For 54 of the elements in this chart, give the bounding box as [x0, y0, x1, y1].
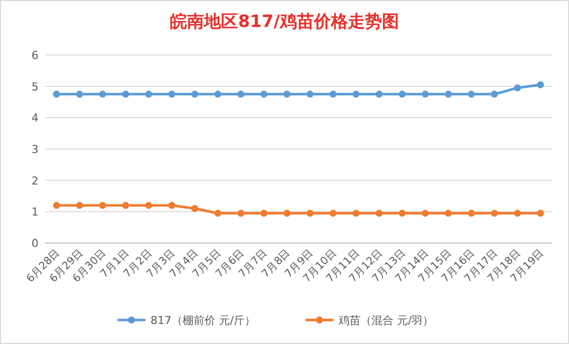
point [122, 90, 130, 98]
point [376, 90, 383, 98]
point [398, 90, 406, 98]
point [536, 81, 544, 88]
point [237, 90, 244, 98]
point [168, 90, 176, 98]
y-tick-label: 6 [32, 49, 38, 62]
point [444, 210, 452, 217]
point [490, 210, 498, 217]
y-tick-label: 5 [32, 80, 38, 94]
point [514, 84, 521, 92]
point [237, 210, 244, 217]
point [260, 210, 268, 217]
legend-label: 817（棚前价 元/斤） [150, 314, 256, 327]
point [330, 210, 337, 217]
point [306, 210, 314, 217]
point [53, 202, 60, 209]
point [76, 90, 84, 98]
point [468, 210, 475, 217]
point [214, 210, 222, 217]
point [376, 210, 383, 217]
legend-label: 鸡苗（混合 元/羽） [338, 314, 434, 327]
point [145, 90, 152, 98]
point [99, 202, 106, 209]
point [398, 210, 406, 217]
point [122, 202, 130, 209]
point [168, 202, 176, 209]
point [191, 205, 198, 212]
point [444, 90, 452, 98]
point [283, 210, 290, 217]
point [468, 90, 475, 98]
point [214, 90, 222, 98]
point [306, 90, 314, 98]
point [260, 90, 268, 98]
point [283, 90, 290, 98]
point [422, 90, 429, 98]
point [422, 210, 429, 217]
point [330, 90, 337, 98]
point [99, 90, 106, 98]
title: 皖南地区817/鸡苗价格走势图 [170, 12, 399, 32]
point [191, 90, 198, 98]
point [352, 90, 360, 98]
point [490, 90, 498, 98]
point [514, 210, 521, 217]
y-tick-label: 2 [32, 174, 38, 188]
y-tick-label: 1 [32, 206, 38, 219]
y-tick-label: 0 [32, 237, 38, 250]
point [53, 90, 60, 98]
point [76, 202, 84, 209]
point [145, 202, 152, 209]
y-tick-label: 4 [32, 112, 38, 125]
point [352, 210, 360, 217]
y-tick-label: 3 [32, 143, 38, 156]
point [536, 210, 544, 217]
